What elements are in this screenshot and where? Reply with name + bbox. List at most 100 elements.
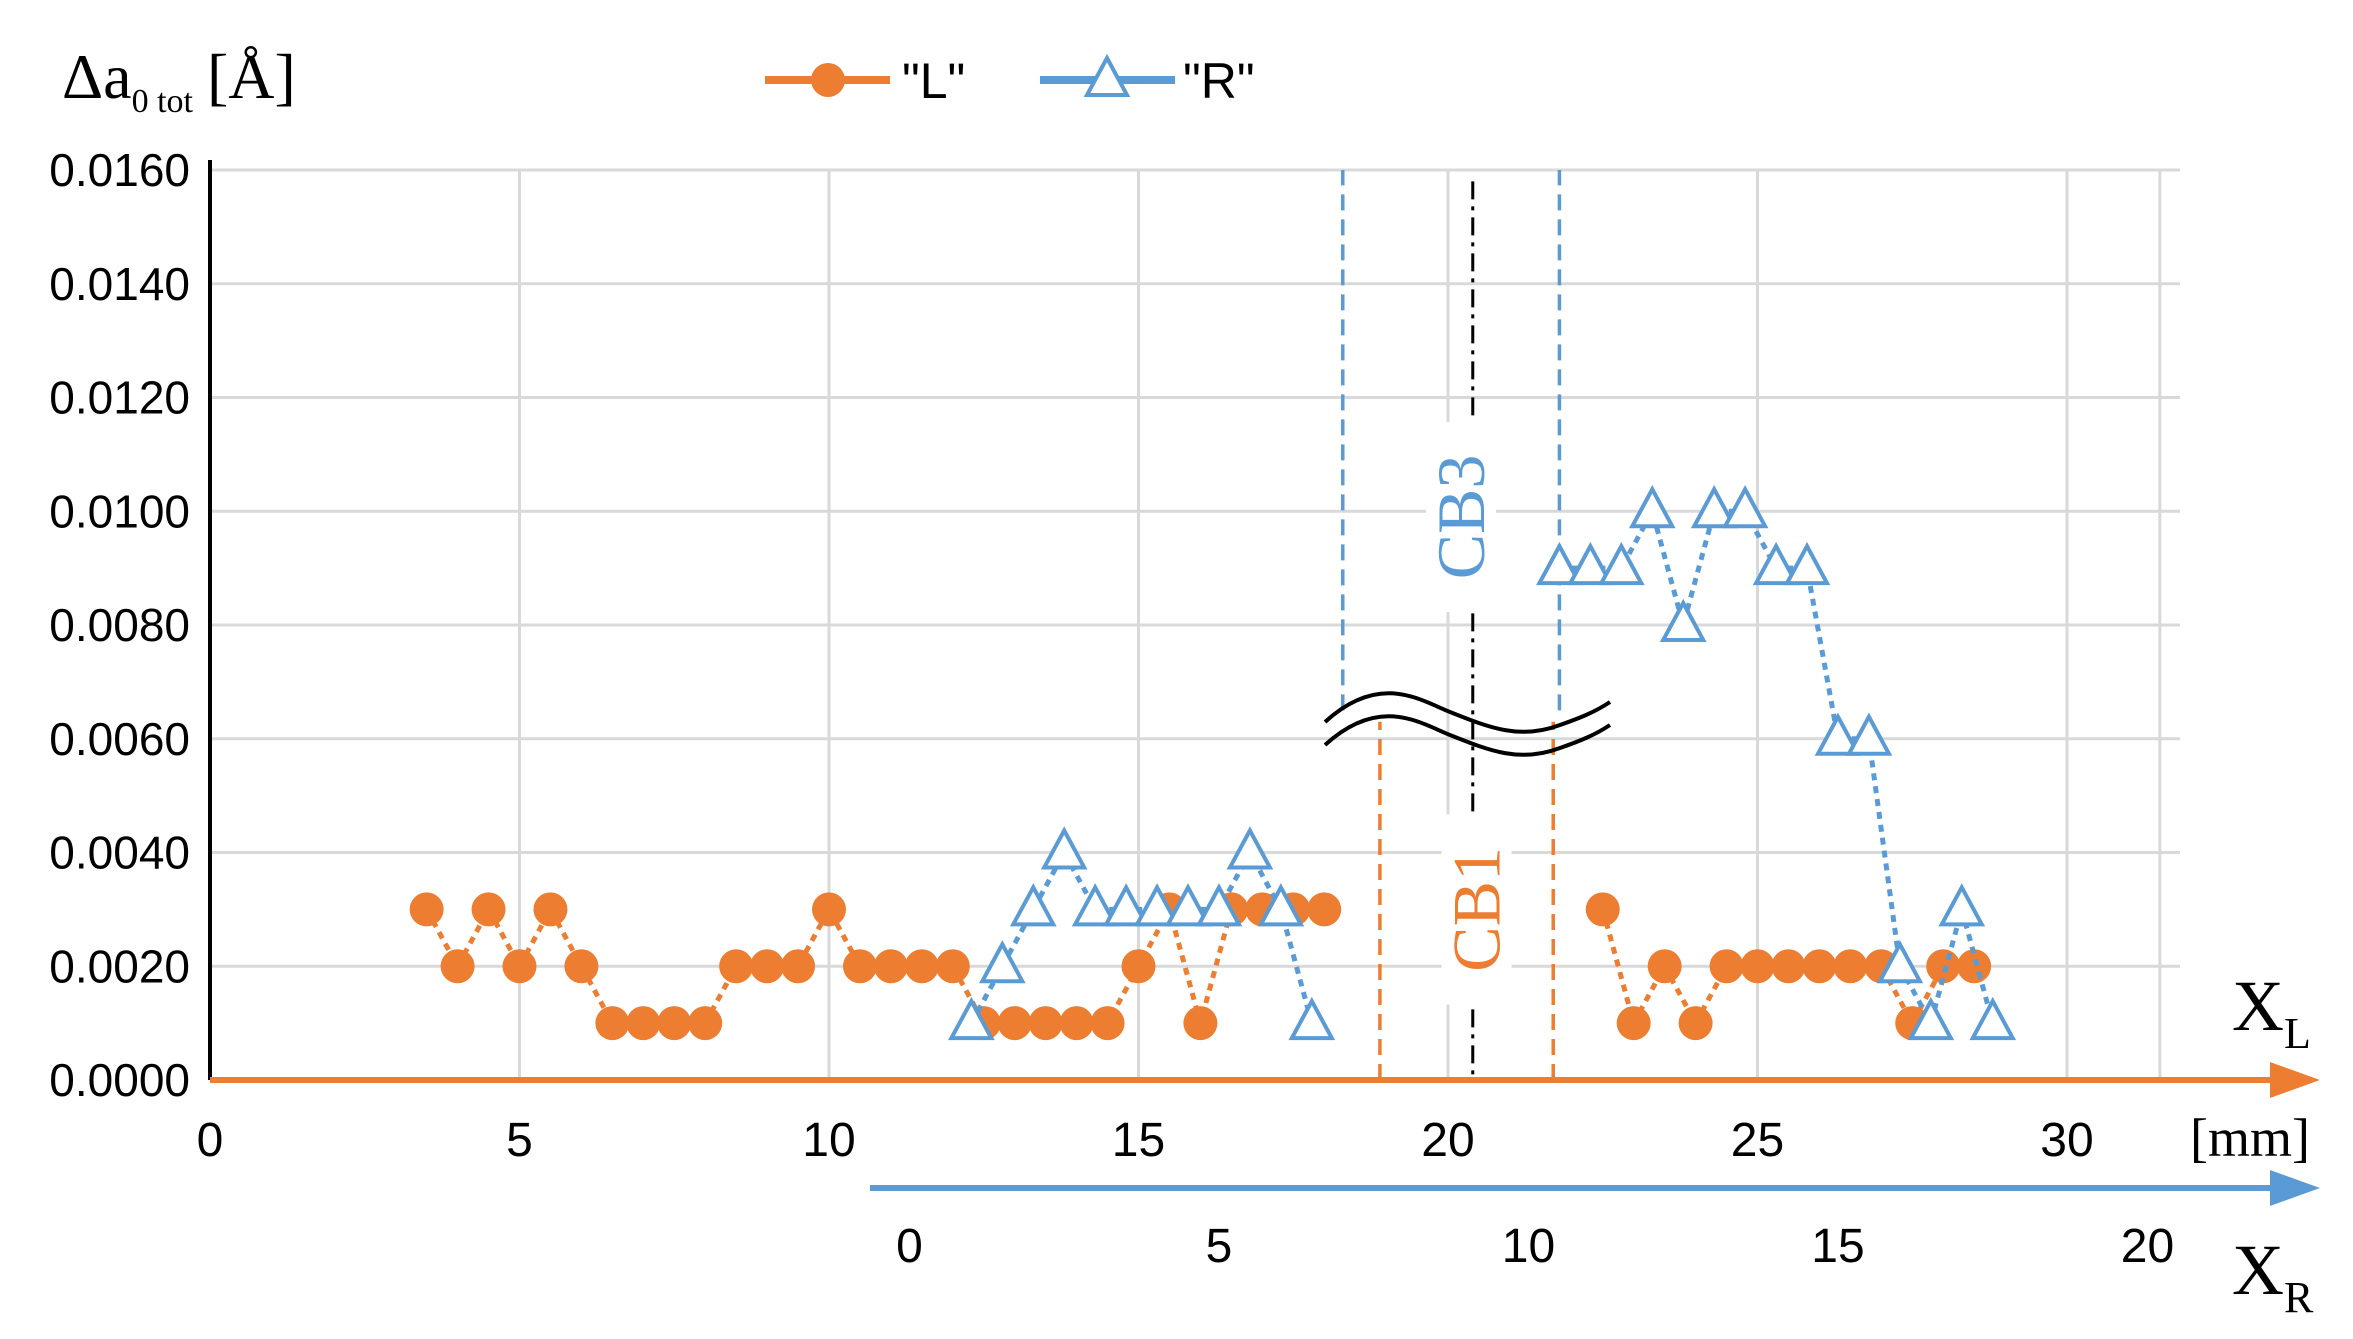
series: [409, 485, 2017, 1041]
data-point: [1628, 485, 1676, 529]
data-point: [1102, 883, 1150, 927]
region-label-cb1: CB1: [1439, 847, 1515, 972]
data-point: [1121, 949, 1156, 984]
data-point: [1257, 883, 1305, 927]
data-point: [688, 1006, 723, 1041]
y-axis: 0.0000 0.0020 0.0040 0.0060 0.0080 0.0100 0.01…: [49, 144, 212, 1106]
legend-marker-L: [811, 63, 845, 97]
data-point: [1307, 892, 1342, 927]
data-point: [1802, 949, 1837, 984]
x-axis-R-arrow: [2270, 1170, 2320, 1206]
x-L-tick-label: 5: [506, 1114, 533, 1167]
data-point: [1709, 949, 1744, 984]
gridlines: [210, 168, 2180, 1080]
data-point: [1164, 883, 1212, 927]
data-point: [471, 892, 506, 927]
y-axis-title: Δa0 tot [Å]: [62, 41, 296, 120]
x-axis-R-title: XR: [2232, 1230, 2314, 1322]
data-point: [1907, 996, 1955, 1041]
data-point: [842, 949, 877, 984]
data-point: [1740, 949, 1775, 984]
data-point: [1288, 996, 1336, 1041]
legend: "L" "R": [765, 53, 1255, 109]
data-point: [1833, 949, 1868, 984]
data-point: [1678, 1006, 1713, 1041]
data-point: [935, 949, 970, 984]
data-point: [904, 949, 939, 984]
data-point: [750, 949, 785, 984]
data-point: [564, 949, 599, 984]
x-L-tick-label: 15: [1112, 1114, 1165, 1167]
data-point: [595, 1006, 630, 1041]
annotation-labels: CB1 CB3: [1423, 421, 1515, 1005]
x-R-tick-label: 0: [896, 1220, 923, 1273]
y-tick-label: 0.0140: [49, 258, 190, 310]
y-tick-label: 0.0020: [49, 940, 190, 992]
data-point: [533, 892, 568, 927]
data-point: [1597, 541, 1645, 586]
data-point: [409, 892, 444, 927]
data-point: [1040, 826, 1088, 870]
x-axis-R-tick-labels: 0 5 10 15 20: [896, 1220, 2174, 1273]
x-L-tick-label: 30: [2040, 1114, 2093, 1167]
x-L-tick-label: 25: [1731, 1114, 1784, 1167]
series-L: [409, 892, 1992, 1041]
data-point: [1071, 883, 1119, 927]
data-point: [626, 1006, 661, 1041]
data-point: [1009, 883, 1057, 927]
data-point: [1659, 598, 1707, 642]
data-point: [812, 892, 846, 927]
data-point: [502, 949, 537, 984]
x-axis-R: 0 5 10 15 20 XR: [870, 1170, 2320, 1322]
data-point: [1926, 949, 1961, 984]
data-point: [1647, 949, 1682, 984]
data-point: [1752, 541, 1800, 586]
legend-item-L: "L": [765, 53, 965, 109]
series-R: [948, 485, 2017, 1041]
y-tick-label: 0.0100: [49, 485, 190, 537]
data-point: [1814, 712, 1862, 756]
data-point: [997, 1006, 1032, 1041]
data-point: [1876, 940, 1924, 984]
y-tick-label: 0.0160: [49, 144, 190, 196]
y-tick-label: 0.0000: [49, 1054, 190, 1106]
region-label-bg: [1426, 421, 1497, 612]
data-point: [1183, 1006, 1218, 1041]
data-point: [1090, 1006, 1125, 1041]
data-point: [978, 940, 1026, 984]
data-point: [1938, 883, 1986, 927]
data-point: [657, 1006, 692, 1041]
legend-label-R: "R": [1183, 53, 1255, 109]
x-axis-L-arrow: [2270, 1062, 2320, 1098]
legend-item-R: "R": [1040, 53, 1255, 109]
axis-break-lower: [1323, 714, 1612, 757]
region-label-bg: [1441, 814, 1512, 1005]
x-R-tick-label: 5: [1206, 1220, 1233, 1273]
data-point: [948, 996, 995, 1041]
data-point: [1783, 541, 1831, 586]
data-point: [1226, 826, 1274, 870]
legend-label-L: "L": [902, 53, 965, 109]
data-point: [1536, 541, 1583, 586]
y-tick-label: 0.0120: [49, 372, 190, 424]
x-R-tick-label: 20: [2121, 1220, 2174, 1273]
data-point: [1957, 949, 1992, 984]
x-L-tick-label: 20: [1421, 1114, 1474, 1167]
region-label-cb3: CB3: [1423, 455, 1499, 580]
data-point: [1690, 485, 1738, 529]
data-point: [1567, 541, 1614, 586]
axis-break-upper: [1323, 691, 1612, 734]
legend-marker-R: [1083, 53, 1131, 97]
y-tick-labels: 0.0000 0.0020 0.0040 0.0060 0.0080 0.0100 0.01…: [49, 144, 190, 1106]
data-point: [873, 949, 908, 984]
y-tick-label: 0.0040: [49, 827, 190, 879]
data-point: [1028, 1006, 1063, 1041]
data-point: [1585, 892, 1620, 927]
series-line: [969, 847, 1315, 1025]
data-point: [1195, 883, 1243, 927]
x-R-tick-label: 10: [1502, 1220, 1555, 1273]
x-axis-L-title: XL: [2232, 966, 2311, 1058]
y-tick-label: 0.0060: [49, 713, 190, 765]
data-point: [440, 949, 475, 984]
